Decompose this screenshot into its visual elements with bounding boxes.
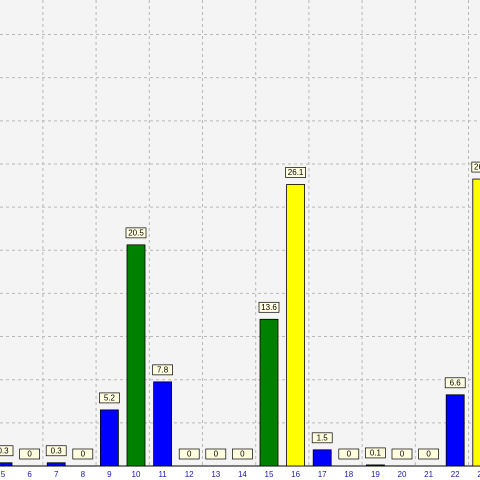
value-label: 0 (187, 450, 192, 459)
bar (445, 394, 465, 467)
x-tick-label: 17 (318, 470, 327, 479)
bar (46, 462, 66, 467)
bar (126, 244, 146, 467)
x-tick-label: 19 (371, 470, 380, 479)
bar (365, 464, 385, 467)
bar (472, 178, 480, 467)
value-label-box (178, 448, 200, 460)
x-tick-label: 11 (158, 470, 167, 479)
bar (259, 318, 279, 467)
x-tick-label: 20 (398, 470, 407, 479)
plot-background (0, 0, 480, 466)
bar (153, 381, 173, 467)
x-tick-label: 14 (238, 470, 247, 479)
bar (100, 409, 119, 467)
value-label: 0 (400, 450, 405, 459)
value-label: 0.3 (51, 446, 63, 455)
value-label-box (152, 364, 173, 376)
value-label-box (205, 448, 227, 460)
value-label: 0.1 (370, 449, 382, 458)
value-label-box (418, 448, 439, 460)
x-tick-label: 10 (132, 470, 141, 479)
bar (0, 462, 13, 467)
value-label: 0 (426, 450, 431, 459)
x-tick-label: 8 (81, 470, 86, 479)
x-tick-label: 21 (424, 470, 433, 479)
value-label: 7.8 (157, 365, 169, 374)
value-label-box (45, 445, 67, 457)
value-label: 13.6 (261, 303, 277, 312)
value-label-box (311, 432, 333, 444)
value-label: 0 (27, 450, 32, 459)
bar (312, 449, 332, 467)
value-label: 6.6 (450, 378, 462, 387)
value-label-box (444, 377, 466, 389)
value-label-box (258, 301, 280, 313)
value-label-box (99, 392, 120, 404)
axis-background (0, 466, 480, 480)
value-label: 0 (240, 450, 245, 459)
x-tick-label: 5 (1, 470, 6, 479)
value-label: 20.5 (128, 228, 144, 237)
value-label: 0 (81, 450, 86, 459)
x-tick-label: 16 (291, 470, 300, 479)
x-tick-label: 13 (211, 470, 220, 479)
value-label: 26.1 (288, 168, 304, 177)
bar (286, 184, 306, 467)
value-label-box (19, 448, 40, 460)
x-tick-label: 7 (54, 470, 59, 479)
x-tick-label: 22 (451, 470, 460, 479)
value-label-box (125, 227, 147, 239)
x-tick-label: 12 (185, 470, 194, 479)
value-label-box (391, 448, 413, 460)
value-label: 26.6 (474, 163, 480, 172)
x-tick-label: 6 (27, 470, 32, 479)
value-label-box (338, 448, 360, 460)
value-label: 0 (214, 450, 219, 459)
value-label-box (72, 448, 94, 460)
value-label-box (232, 448, 253, 460)
value-label: 0 (347, 450, 352, 459)
value-label-box (471, 161, 480, 173)
x-tick-label: 15 (265, 470, 274, 479)
x-tick-label: 18 (344, 470, 353, 479)
value-label-box (365, 447, 386, 459)
value-label-box (0, 445, 14, 457)
x-tick-label: 23 (477, 470, 480, 479)
value-label-box (285, 167, 306, 178)
x-tick-label: 9 (107, 470, 112, 479)
value-label: 0.3 (0, 446, 9, 455)
value-label: 5.2 (104, 394, 116, 403)
value-label: 1.5 (317, 433, 329, 442)
